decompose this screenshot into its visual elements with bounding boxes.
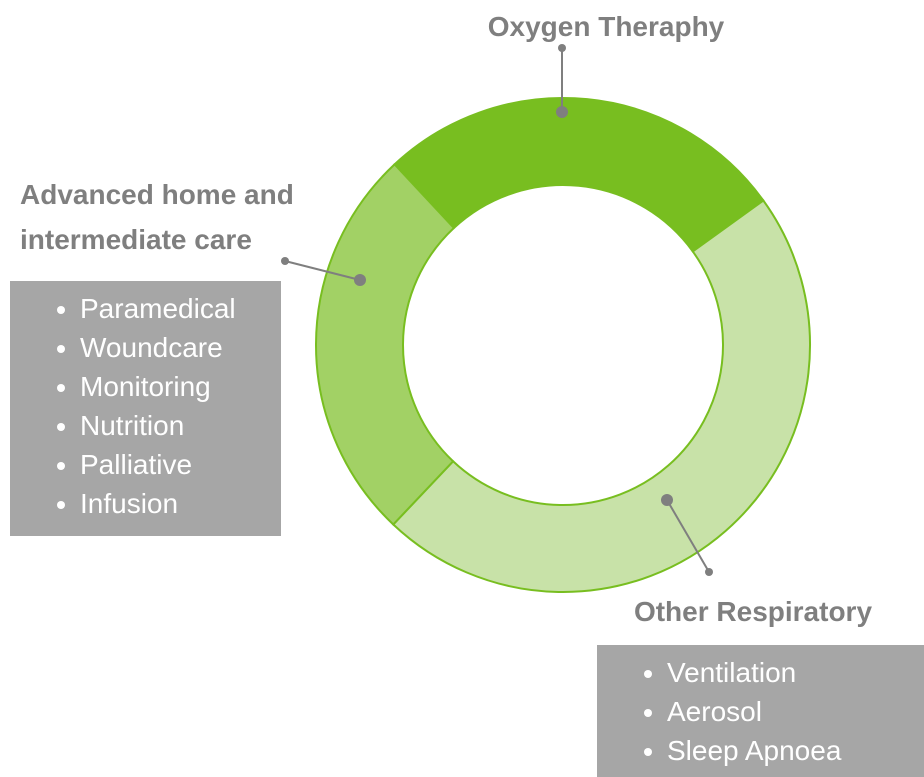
item-box: VentilationAerosolSleep Apnoea [597,645,924,777]
segment-label: Advanced home and intermediate care [20,179,294,255]
donut-segment [391,199,811,593]
leader-dot [281,257,289,265]
leader-dot [354,274,366,286]
list-item: Sleep Apnoea [667,731,924,770]
leader-line [284,260,361,281]
leader-dot [558,44,566,52]
leader-dot [705,568,713,576]
segment-label: Oxygen Theraphy [487,11,725,42]
list-item: Ventilation [667,653,924,692]
list-item: Palliative [80,445,281,484]
list-item: Monitoring [80,367,281,406]
item-list: VentilationAerosolSleep Apnoea [597,645,924,770]
donut-segment [315,162,456,526]
list-item: Infusion [80,484,281,523]
segment-label: Other Respiratory [633,596,873,627]
donut-segment [393,97,765,253]
item-list: ParamedicalWoundcareMonitoringNutritionP… [10,281,281,523]
list-item: Nutrition [80,406,281,445]
list-item: Paramedical [80,289,281,328]
list-item: Woundcare [80,328,281,367]
list-item: Aerosol [667,692,924,731]
leader-dot [556,106,568,118]
leader-line [666,499,710,573]
item-box: ParamedicalWoundcareMonitoringNutritionP… [10,281,281,536]
leader-dot [661,494,673,506]
